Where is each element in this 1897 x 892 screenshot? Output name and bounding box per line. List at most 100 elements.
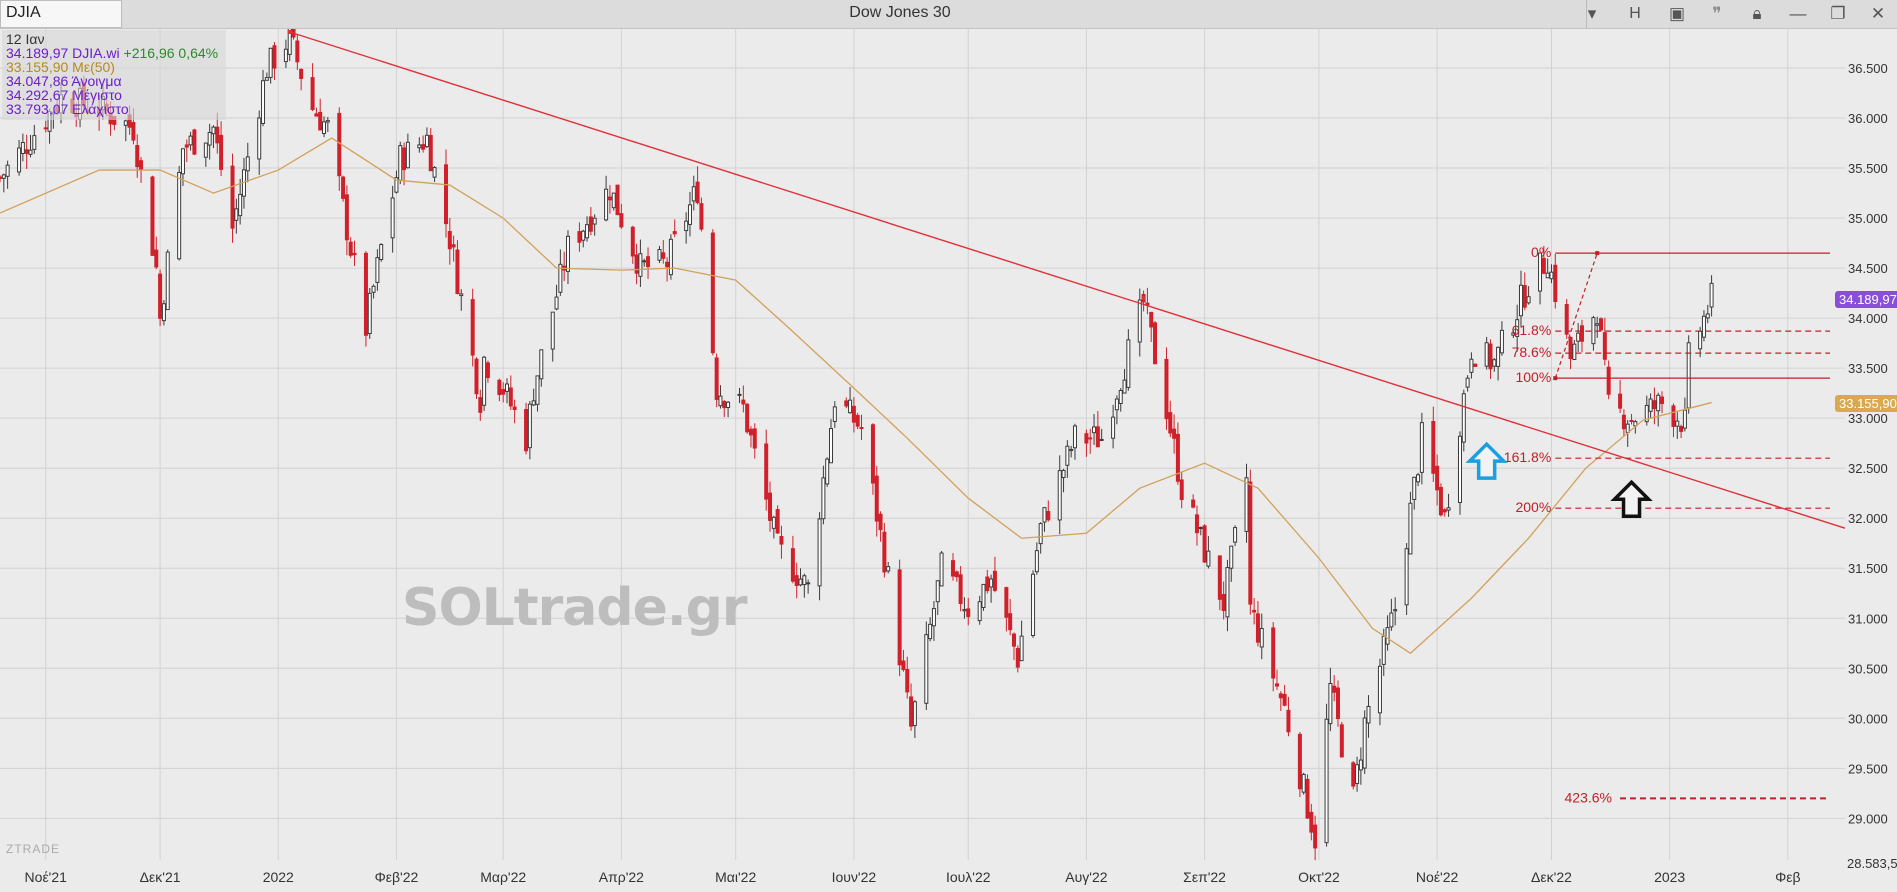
x-tick-label: Μαρ'22	[480, 869, 526, 885]
y-tick-label: 35.500	[1848, 161, 1888, 176]
h-button[interactable]: H	[1629, 5, 1641, 22]
chevron-down-icon[interactable]: ▾	[1587, 4, 1597, 23]
candle-body	[935, 580, 940, 603]
candle-body	[1339, 724, 1344, 758]
candle-body	[1198, 526, 1203, 529]
quote-icon[interactable]: ❞	[1712, 4, 1722, 23]
y-tick-label: 30.500	[1848, 661, 1888, 676]
candle-body	[268, 47, 273, 78]
close-icon[interactable]: ✕	[1870, 4, 1886, 23]
candle-body	[1244, 477, 1249, 532]
candle-body	[524, 409, 529, 452]
candle-body	[771, 516, 776, 529]
candle-body	[901, 660, 906, 671]
candle-body	[447, 231, 452, 250]
candle-body	[1621, 414, 1626, 430]
y-axis-bottom-label: 28.583,57	[1847, 856, 1897, 871]
lock-icon[interactable]: 🔒︎	[1752, 4, 1762, 23]
layout-icon[interactable]: ▣	[1668, 4, 1686, 23]
restore-icon[interactable]: ❐	[1830, 4, 1846, 23]
candle-body	[272, 45, 277, 69]
candle-body	[1114, 398, 1119, 411]
y-tick-label: 34.000	[1848, 311, 1888, 326]
x-tick-label: Νοέ'22	[1416, 869, 1459, 885]
candle-body	[1526, 296, 1531, 304]
candle-body	[1381, 635, 1386, 665]
candle-body	[264, 77, 269, 81]
candle-body	[1019, 635, 1024, 662]
candles-group	[0, 21, 1714, 861]
candle-body	[1061, 469, 1066, 479]
candle-body	[310, 77, 315, 110]
x-tick-label: Δεκ'21	[140, 869, 181, 885]
minimize-icon[interactable]: —	[1789, 4, 1807, 23]
info-last: 34.189,97 DJIA.wi +216,96 0,64%	[6, 45, 219, 61]
candle-body	[646, 256, 651, 268]
symbol-input[interactable]: DJIA	[0, 0, 122, 28]
candle-body	[188, 135, 193, 146]
trendline-point	[1141, 296, 1146, 301]
candle-body	[909, 696, 914, 727]
candle-body	[1297, 733, 1302, 790]
candle-body	[1286, 709, 1291, 733]
candle-body	[1034, 550, 1039, 573]
candle-body	[1362, 717, 1367, 769]
candle-body	[230, 165, 235, 229]
y-tick-label: 33.500	[1848, 361, 1888, 376]
candle-body	[1515, 319, 1520, 337]
candle-body	[390, 197, 395, 239]
candle-body	[1705, 313, 1710, 319]
y-tick-label: 29.500	[1848, 761, 1888, 776]
fib-level-label: 78.6%	[1512, 344, 1552, 360]
ma-price-badge: 33.155,90	[1835, 394, 1897, 412]
candle-body	[1377, 665, 1382, 714]
watermark: SOLtrade.gr	[402, 578, 747, 638]
candle-body	[550, 311, 555, 350]
candle-body	[912, 701, 917, 727]
brand-logo: ZTRADE	[6, 842, 60, 856]
candle-body	[1305, 778, 1310, 819]
candle-body	[1332, 685, 1337, 693]
candle-body	[1457, 435, 1462, 503]
fib-swing-line	[1554, 252, 1598, 379]
candle-body	[611, 192, 616, 209]
candle-body	[1301, 773, 1306, 793]
candle-body	[604, 188, 609, 221]
y-tick-label: 31.500	[1848, 561, 1888, 576]
candle-body	[203, 142, 208, 158]
y-tick-label: 32.000	[1848, 511, 1888, 526]
candle-body	[1355, 764, 1360, 785]
candle-body	[531, 400, 536, 406]
candle-body	[737, 393, 742, 396]
chart-toolbar: DJIA Dow Jones 30 ▾ H ▣ ❞ 🔒︎ — ❐ ✕	[0, 0, 1897, 29]
candle-body	[1599, 318, 1604, 331]
y-tick-label: 30.000	[1848, 711, 1888, 726]
candle-body	[455, 249, 460, 294]
x-tick-label: Δεκ'22	[1531, 869, 1572, 885]
x-tick-label: 2023	[1654, 869, 1685, 885]
candle-body	[638, 253, 643, 277]
candle-body	[1004, 587, 1009, 618]
candle-body	[470, 299, 475, 356]
candle-body	[1518, 284, 1523, 317]
y-axis-area	[1845, 28, 1897, 892]
candle-body	[1221, 593, 1226, 612]
candle-body	[0, 176, 2, 179]
candle-body	[1499, 329, 1504, 354]
candle-body	[958, 574, 963, 605]
candle-body	[295, 40, 300, 63]
candle-body	[161, 303, 166, 322]
sma50-line	[0, 137, 1712, 655]
fib-level-label: 161.8%	[1504, 449, 1551, 465]
candle-body	[402, 147, 407, 171]
candle-body	[1092, 426, 1097, 434]
candle-body	[1191, 499, 1196, 508]
candle-body	[977, 601, 982, 622]
candle-body	[1042, 507, 1047, 523]
candle-body	[1328, 682, 1333, 725]
candle-body	[1484, 342, 1489, 367]
candle-body	[844, 400, 849, 407]
candle-body	[558, 263, 563, 293]
candle-body	[1538, 252, 1543, 292]
